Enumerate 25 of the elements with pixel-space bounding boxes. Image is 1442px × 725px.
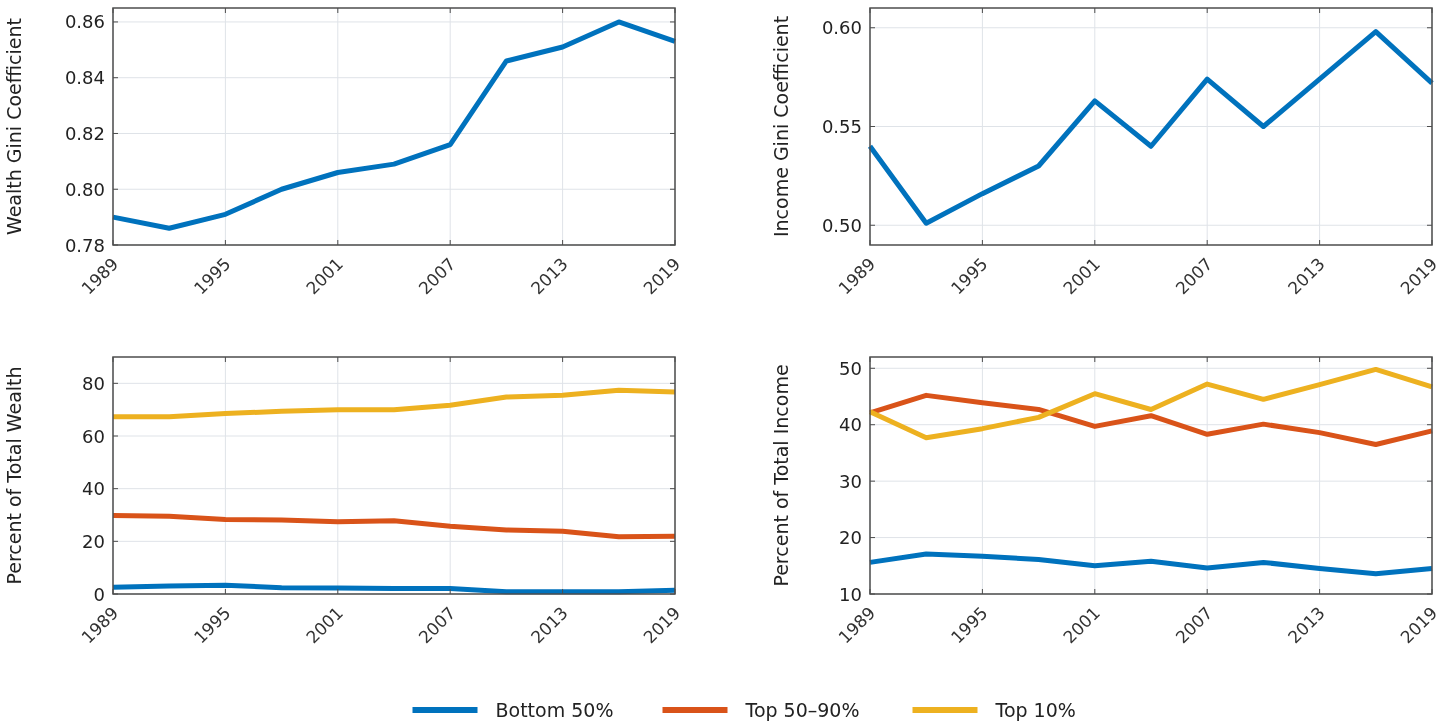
y-tick-label: 40 — [82, 478, 105, 500]
y-tick-label: 20 — [839, 527, 862, 549]
y-tick-label: 0.84 — [64, 67, 105, 89]
y-tick-label: 0.55 — [821, 116, 862, 137]
y-tick-label: 20 — [82, 530, 105, 552]
y-tick-label: 0.60 — [821, 17, 862, 39]
y-tick-label: 50 — [839, 357, 862, 379]
y-tick-label: 30 — [839, 470, 862, 492]
y-tick-label: 0.86 — [64, 11, 105, 33]
y-tick-label: 60 — [82, 425, 105, 447]
y-tick-label: 10 — [839, 583, 862, 605]
legend-label: Top 50–90% — [744, 699, 860, 721]
y-axis-title: Income Gini Coefficient — [770, 15, 792, 238]
y-tick-label: 0 — [93, 583, 105, 605]
y-axis-title: Wealth Gini Coefficient — [3, 17, 25, 236]
y-tick-label: 80 — [82, 372, 105, 394]
legend-label: Top 10% — [994, 699, 1076, 721]
legend-label: Bottom 50% — [495, 699, 614, 721]
y-tick-label: 0.82 — [64, 122, 105, 144]
y-axis-title: Percent of Total Wealth — [3, 366, 25, 585]
y-tick-label: 0.78 — [64, 234, 105, 256]
y-tick-label: 0.50 — [821, 214, 862, 236]
y-axis-title: Percent of Total Income — [770, 364, 792, 587]
y-tick-label: 40 — [839, 414, 862, 436]
y-tick-label: 0.80 — [64, 178, 105, 200]
